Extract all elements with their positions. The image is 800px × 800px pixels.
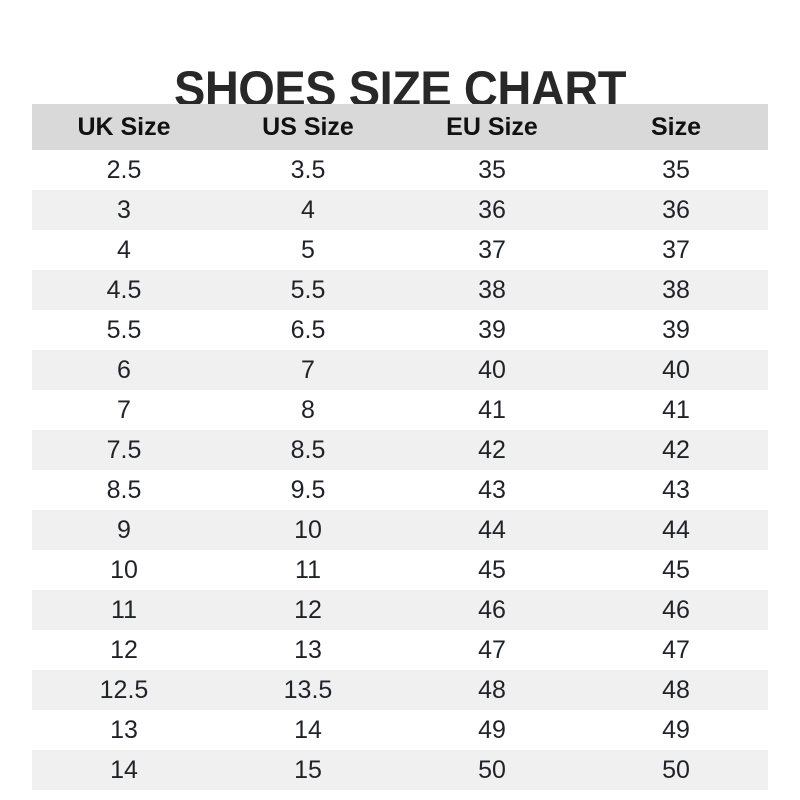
table-row: 4.5 5.5 38 38	[32, 270, 768, 310]
table-row: 3 4 36 36	[32, 190, 768, 230]
table-cell: 2.5	[32, 150, 216, 190]
table-row: 9 10 44 44	[32, 510, 768, 550]
table-header: UK Size US Size EU Size Size	[32, 104, 768, 150]
table-cell: 13	[216, 630, 400, 670]
table-cell: 7	[32, 390, 216, 430]
shoe-size-table: UK Size US Size EU Size Size 2.5 3.5 35 35 3 4 36…	[32, 104, 768, 790]
table-cell: 46	[400, 590, 584, 630]
table-cell: 3	[32, 190, 216, 230]
table-row: 5.5 6.5 39 39	[32, 310, 768, 350]
table-row: 12 13 47 47	[32, 630, 768, 670]
table-row: 12.5 13.5 48 48	[32, 670, 768, 710]
table-cell: 45	[400, 550, 584, 590]
table-row: 10 11 45 45	[32, 550, 768, 590]
table-cell: 38	[400, 270, 584, 310]
table-cell: 7.5	[32, 430, 216, 470]
table-cell: 13	[32, 710, 216, 750]
table-row: 4 5 37 37	[32, 230, 768, 270]
table-cell: 48	[400, 670, 584, 710]
table-cell: 5	[216, 230, 400, 270]
table-cell: 40	[584, 350, 768, 390]
table-cell: 12	[32, 630, 216, 670]
table-cell: 8	[216, 390, 400, 430]
table-cell: 43	[400, 470, 584, 510]
table-cell: 49	[400, 710, 584, 750]
table-cell: 8.5	[32, 470, 216, 510]
table-cell: 6	[32, 350, 216, 390]
table-cell: 44	[584, 510, 768, 550]
table-cell: 11	[216, 550, 400, 590]
table-cell: 36	[584, 190, 768, 230]
table-row: 6 7 40 40	[32, 350, 768, 390]
table-cell: 39	[584, 310, 768, 350]
table-cell: 10	[216, 510, 400, 550]
table-cell: 12.5	[32, 670, 216, 710]
table-cell: 49	[584, 710, 768, 750]
table-cell: 47	[584, 630, 768, 670]
column-header-uk-size: UK Size	[32, 104, 216, 150]
table-cell: 38	[584, 270, 768, 310]
table-cell: 50	[584, 750, 768, 790]
table-cell: 7	[216, 350, 400, 390]
table-cell: 9	[32, 510, 216, 550]
table-cell: 41	[400, 390, 584, 430]
table-cell: 6.5	[216, 310, 400, 350]
table-cell: 10	[32, 550, 216, 590]
table-cell: 5.5	[216, 270, 400, 310]
table-cell: 14	[32, 750, 216, 790]
table-cell: 45	[584, 550, 768, 590]
table-cell: 47	[400, 630, 584, 670]
table-cell: 4	[32, 230, 216, 270]
table-cell: 44	[400, 510, 584, 550]
table-row: 14 15 50 50	[32, 750, 768, 790]
table-cell: 37	[400, 230, 584, 270]
table-row: 8.5 9.5 43 43	[32, 470, 768, 510]
table-cell: 11	[32, 590, 216, 630]
table-cell: 13.5	[216, 670, 400, 710]
table-cell: 46	[584, 590, 768, 630]
table-row: 2.5 3.5 35 35	[32, 150, 768, 190]
table-cell: 37	[584, 230, 768, 270]
table-cell: 15	[216, 750, 400, 790]
table-cell: 12	[216, 590, 400, 630]
table-cell: 48	[584, 670, 768, 710]
table-cell: 35	[400, 150, 584, 190]
table-row: 7 8 41 41	[32, 390, 768, 430]
table-row: 13 14 49 49	[32, 710, 768, 750]
table-cell: 35	[584, 150, 768, 190]
column-header-eu-size: EU Size	[400, 104, 584, 150]
table-cell: 4	[216, 190, 400, 230]
table-cell: 5.5	[32, 310, 216, 350]
table-row: 7.5 8.5 42 42	[32, 430, 768, 470]
table-cell: 9.5	[216, 470, 400, 510]
table-cell: 3.5	[216, 150, 400, 190]
table-cell: 4.5	[32, 270, 216, 310]
table-body: 2.5 3.5 35 35 3 4 36 36 4 5 37 37 4.5 5.5 38 38 5.5 6.5 39…	[32, 150, 768, 790]
table-cell: 42	[400, 430, 584, 470]
table-cell: 42	[584, 430, 768, 470]
table-cell: 43	[584, 470, 768, 510]
table-cell: 40	[400, 350, 584, 390]
table-row: 11 12 46 46	[32, 590, 768, 630]
table-cell: 39	[400, 310, 584, 350]
table-cell: 50	[400, 750, 584, 790]
table-cell: 36	[400, 190, 584, 230]
column-header-size: Size	[584, 104, 768, 150]
table-cell: 41	[584, 390, 768, 430]
table-header-row: UK Size US Size EU Size Size	[32, 104, 768, 150]
table-cell: 8.5	[216, 430, 400, 470]
column-header-us-size: US Size	[216, 104, 400, 150]
table-cell: 14	[216, 710, 400, 750]
